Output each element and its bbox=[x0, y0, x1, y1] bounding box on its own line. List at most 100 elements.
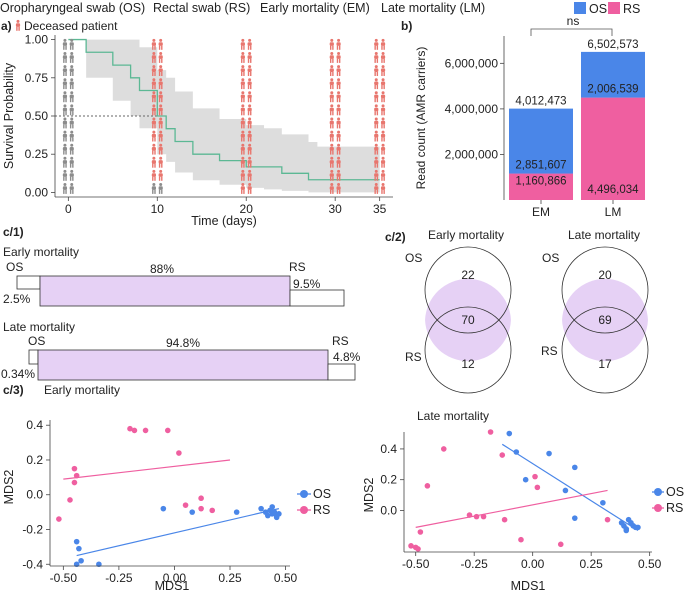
c1-late-os-only-bar bbox=[28, 349, 39, 365]
c2-early-os-only: 22 bbox=[461, 268, 475, 282]
nmds-early-legend-rs: RS bbox=[313, 503, 330, 517]
c2-early-os-circle bbox=[424, 246, 512, 334]
patient-icon bbox=[151, 169, 156, 181]
c2-early-overlap bbox=[425, 278, 511, 362]
patient-icon bbox=[151, 130, 156, 142]
read-count-y-tick-label: 4,000,000 bbox=[445, 102, 499, 116]
c2-late-rs-label: RS bbox=[541, 344, 558, 358]
survival-curve bbox=[68, 38, 380, 181]
point-os bbox=[625, 516, 632, 523]
c1-early-rs-pct: 9.5% bbox=[293, 277, 321, 291]
patient-icon bbox=[240, 65, 245, 76]
nmds-y-tick-label: -0.2 bbox=[22, 523, 43, 537]
legend-rs-label: RS bbox=[623, 2, 640, 16]
patient-icon bbox=[374, 130, 379, 142]
nmds-x-tick-label: -0.25 bbox=[461, 557, 489, 571]
patient-icon bbox=[336, 78, 341, 90]
c1-late-rs-only-bar bbox=[327, 363, 356, 381]
patient-icon bbox=[62, 91, 68, 103]
patient-icon bbox=[240, 78, 245, 90]
patient-icon bbox=[336, 65, 341, 76]
patient-icon bbox=[62, 117, 68, 129]
c2-late-rs-only: 17 bbox=[598, 357, 612, 371]
point-rs bbox=[424, 483, 431, 489]
nmds-y-tick-label: 0.2 bbox=[380, 473, 397, 487]
bar-os-label: 2,006,539 bbox=[587, 84, 638, 96]
point-os bbox=[78, 557, 84, 564]
patient-icon bbox=[62, 78, 68, 90]
survival-xlabel: Time (days) bbox=[191, 214, 257, 228]
nmds-late-plot: 0.0 0.2 0.4 -0.50 -0.25 0.00 0.25 0.50 bbox=[380, 429, 662, 571]
panel-c3: c/3) Early mortality -0.4-0.20.00.20.4-0… bbox=[2, 383, 684, 593]
patient-icon bbox=[62, 52, 68, 63]
c1-early-title: Early mortality bbox=[3, 245, 79, 259]
patient-icon bbox=[69, 117, 74, 129]
patient-icon bbox=[374, 104, 379, 116]
point-rs bbox=[408, 543, 414, 549]
fit-line-os bbox=[501, 443, 639, 531]
bar-os-em bbox=[509, 108, 573, 174]
patient-icon bbox=[329, 65, 334, 76]
point-os bbox=[513, 449, 520, 455]
read-count-x-tick-label: EM bbox=[532, 205, 550, 219]
panel-c1: c/1) Early mortality OS 88% RS 9.5% 2.5%… bbox=[1, 225, 361, 381]
patient-icon bbox=[158, 156, 163, 168]
c1-late-rs-label: RS bbox=[332, 334, 349, 348]
point-rs bbox=[164, 427, 171, 434]
c1-early-os-only-bar bbox=[16, 275, 41, 290]
patient-icon bbox=[151, 183, 156, 194]
survival-plot: 0.00 0.25 0.50 0.75 1.00 0 10 20 30 35 bbox=[25, 33, 387, 216]
patient-icon bbox=[158, 38, 163, 50]
survival-y-tick-label: 0.75 bbox=[25, 71, 49, 85]
patient-icon bbox=[158, 183, 163, 194]
survival-x-tick-label: 0 bbox=[65, 202, 72, 216]
patient-icon bbox=[62, 65, 68, 76]
patient-icon bbox=[69, 130, 74, 142]
patient-icon bbox=[329, 78, 334, 90]
patient-icon bbox=[62, 156, 68, 168]
c2-early-rs-circle bbox=[424, 306, 512, 394]
panel-c2-label: c/2) bbox=[385, 230, 406, 244]
read-count-chart: 2,000,000 4,000,000 6,000,000 4,012,473 2,85… bbox=[445, 39, 645, 219]
patient-icon bbox=[240, 38, 245, 50]
patient-icon bbox=[69, 52, 74, 63]
patient-icon bbox=[380, 169, 386, 181]
header-lm: Late mortality (LM) bbox=[381, 1, 485, 15]
read-count-ylabel: Read count (AMR carriers) bbox=[414, 47, 428, 190]
patient-icon bbox=[329, 117, 334, 129]
patient-icon bbox=[62, 38, 68, 50]
nmds-late-legend-rs: RS bbox=[666, 501, 683, 515]
c2-early-shared: 70 bbox=[461, 313, 475, 327]
point-rs bbox=[71, 465, 78, 472]
c1-late-title: Late mortality bbox=[3, 320, 75, 334]
point-rs bbox=[67, 497, 73, 503]
patient-icon bbox=[69, 65, 74, 76]
patient-icon bbox=[374, 52, 379, 63]
header-os: Oropharyngeal swab (OS) bbox=[0, 1, 145, 15]
survival-y-tick-label: 0.50 bbox=[25, 109, 49, 123]
patient-icon bbox=[151, 156, 156, 168]
point-os bbox=[522, 476, 529, 483]
patient-icon bbox=[380, 38, 386, 50]
point-os bbox=[269, 504, 276, 510]
patient-icon bbox=[69, 91, 74, 103]
point-os bbox=[562, 487, 569, 494]
c1-early-rs-only-bar bbox=[289, 289, 345, 307]
patient-icon bbox=[151, 143, 156, 155]
patient-icon bbox=[374, 91, 379, 103]
point-rs bbox=[417, 529, 424, 535]
read-count-y-tick-label: 6,000,000 bbox=[445, 56, 499, 70]
c1-late-shared-pct: 94.8% bbox=[166, 336, 200, 350]
patient-icon bbox=[240, 91, 245, 103]
point-rs bbox=[73, 472, 80, 479]
nmds-early-ylabel: MDS2 bbox=[2, 470, 16, 505]
patient-icon bbox=[69, 156, 74, 168]
c2-late-shared: 69 bbox=[598, 313, 612, 327]
point-os bbox=[264, 512, 271, 519]
nmds-y-tick-label: -0.4 bbox=[22, 557, 43, 571]
point-rs bbox=[440, 446, 447, 452]
point-rs bbox=[557, 541, 564, 548]
survival-y-tick-label: 1.00 bbox=[25, 33, 49, 47]
nmds-y-tick-label: 0.0 bbox=[380, 503, 397, 517]
